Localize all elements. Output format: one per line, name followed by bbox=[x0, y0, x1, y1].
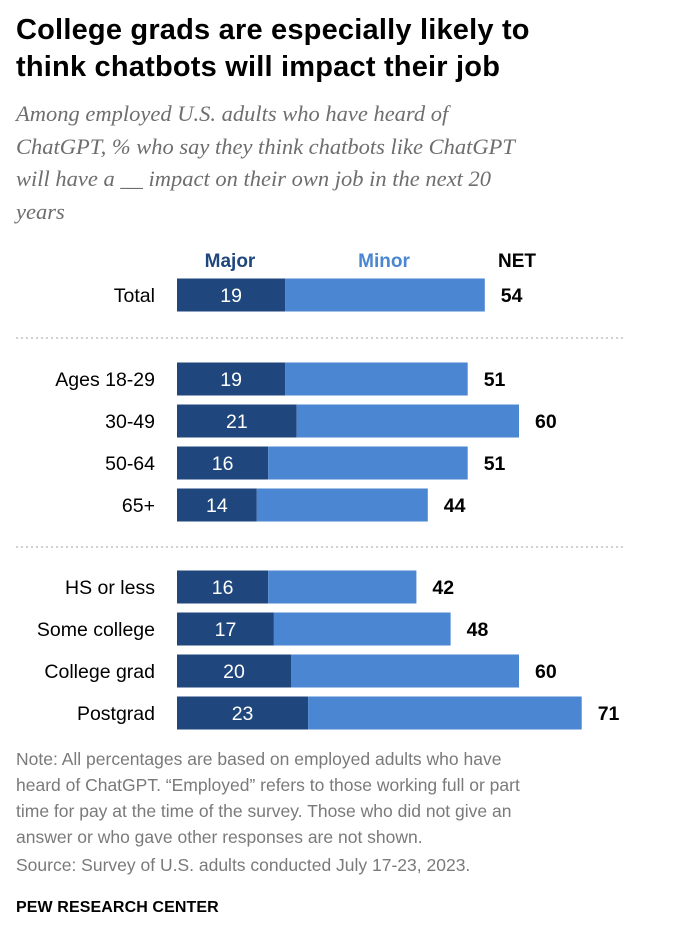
bar-minor bbox=[285, 362, 468, 396]
chart-source: Source: Survey of U.S. adults conducted … bbox=[16, 855, 471, 875]
bar-minor bbox=[268, 446, 468, 480]
bar-major bbox=[177, 404, 297, 438]
net-value-label: 71 bbox=[598, 703, 620, 725]
category-label: Postgrad bbox=[77, 703, 155, 725]
legend-major-label: Major bbox=[205, 251, 256, 272]
stacked-bar-chart: Major Minor NET Total 19 54 Ages 18-29 19 51 3… bbox=[16, 251, 626, 730]
net-value-label: 60 bbox=[535, 661, 557, 683]
major-value-label: 21 bbox=[226, 411, 248, 433]
bar-minor bbox=[291, 654, 519, 688]
major-value-label: 19 bbox=[220, 285, 242, 307]
net-value-label: 60 bbox=[535, 411, 557, 433]
bar-minor bbox=[273, 612, 451, 646]
bar-major bbox=[177, 612, 274, 646]
chart-subtitle: Among employed U.S. adults who have hear… bbox=[16, 101, 515, 224]
category-label: College grad bbox=[44, 661, 155, 683]
bar-minor bbox=[296, 404, 519, 438]
major-value-label: 14 bbox=[206, 495, 228, 517]
bar-major bbox=[177, 488, 257, 522]
bar-major bbox=[177, 654, 291, 688]
bar-major bbox=[177, 696, 309, 730]
bar-major bbox=[177, 446, 269, 480]
category-label: 30-49 bbox=[105, 411, 155, 433]
major-value-label: 20 bbox=[223, 661, 245, 683]
major-value-label: 16 bbox=[212, 453, 234, 475]
category-label: Total bbox=[114, 285, 155, 307]
net-value-label: 51 bbox=[484, 369, 506, 391]
major-value-label: 23 bbox=[232, 703, 254, 725]
legend-net-label: NET bbox=[498, 251, 536, 272]
bar-major bbox=[177, 570, 269, 604]
major-value-label: 19 bbox=[220, 369, 242, 391]
net-value-label: 44 bbox=[444, 495, 466, 517]
chart-title: College grads are especially likely to t… bbox=[16, 14, 530, 83]
net-value-label: 54 bbox=[501, 285, 523, 307]
net-value-label: 48 bbox=[467, 619, 489, 641]
category-label: 50-64 bbox=[105, 453, 155, 475]
bar-minor bbox=[308, 696, 582, 730]
category-label: 65+ bbox=[122, 495, 155, 517]
bar-minor bbox=[285, 278, 485, 312]
major-value-label: 17 bbox=[215, 619, 237, 641]
category-label: HS or less bbox=[65, 577, 155, 599]
bar-major bbox=[177, 278, 286, 312]
legend-minor-label: Minor bbox=[358, 251, 410, 272]
chart-note: Note: All percentages are based on emplo… bbox=[16, 749, 520, 847]
net-value-label: 42 bbox=[432, 577, 454, 599]
brand-logo-text: PEW RESEARCH CENTER bbox=[16, 899, 219, 916]
category-label: Some college bbox=[37, 619, 155, 641]
net-value-label: 51 bbox=[484, 453, 506, 475]
category-label: Ages 18-29 bbox=[55, 369, 155, 391]
bar-major bbox=[177, 362, 286, 396]
bar-minor bbox=[268, 570, 417, 604]
major-value-label: 16 bbox=[212, 577, 234, 599]
bar-minor bbox=[256, 488, 428, 522]
